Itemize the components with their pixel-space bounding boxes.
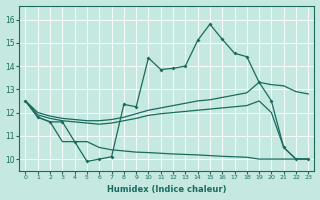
X-axis label: Humidex (Indice chaleur): Humidex (Indice chaleur) bbox=[107, 185, 227, 194]
